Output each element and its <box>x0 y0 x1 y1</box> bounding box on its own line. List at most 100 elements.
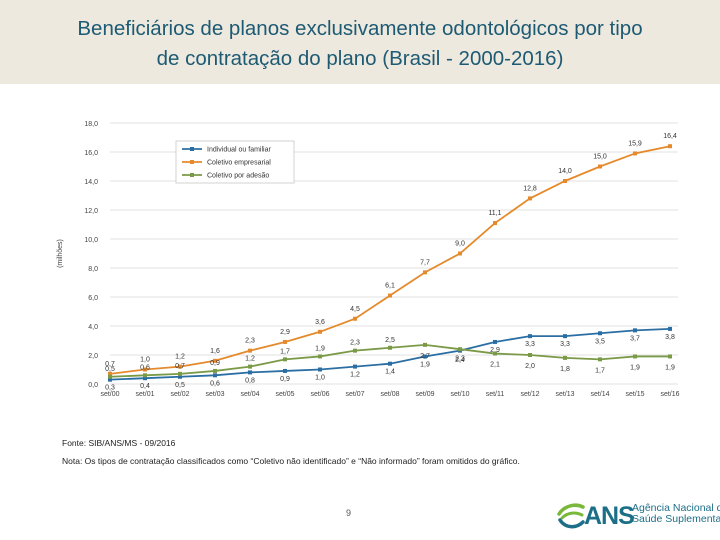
x-tick-label: set/08 <box>380 391 399 398</box>
page-number: 9 <box>346 508 352 518</box>
data-point <box>283 368 287 373</box>
ans-logo-icon <box>557 503 585 529</box>
data-point <box>493 339 497 344</box>
line-chart: 0,0 2,0 4,0 6,0 8,0 10,0 12,0 14,0 16,0 18,0 (milh… <box>57 121 680 398</box>
data-point <box>353 316 357 321</box>
y-tick-label: 16,0 <box>84 150 98 157</box>
data-label: 2,3 <box>350 340 360 347</box>
legend-marker <box>190 160 194 164</box>
data-label: 2,9 <box>280 329 290 336</box>
data-label: 11,1 <box>488 210 501 217</box>
data-point <box>283 357 287 362</box>
x-tick-label: set/12 <box>520 391 539 398</box>
page-title: Beneficiários de planos exclusivamente o… <box>20 14 700 74</box>
y-tick-label: 18,0 <box>84 121 98 128</box>
data-label: 1,6 <box>210 348 220 355</box>
data-label: 1,7 <box>280 348 290 355</box>
x-tick-label: set/16 <box>660 391 679 398</box>
data-label: 0,5 <box>105 366 115 373</box>
data-point <box>248 364 252 369</box>
x-tick-label: set/15 <box>625 391 644 398</box>
data-label: 0,9 <box>210 360 220 367</box>
y-tick-label: 10,0 <box>84 237 98 244</box>
y-tick-label: 2,0 <box>88 353 98 360</box>
data-label: 0,7 <box>105 361 115 368</box>
x-tick-label: set/05 <box>275 391 294 398</box>
data-label: 3,8 <box>665 334 675 341</box>
data-point <box>318 367 322 372</box>
data-label: 0,4 <box>140 383 150 390</box>
data-point <box>143 376 147 381</box>
data-label: 0,9 <box>280 376 290 383</box>
x-tick-label: set/02 <box>170 391 189 398</box>
data-label: 0,6 <box>210 380 220 387</box>
data-label: 1,0 <box>315 375 325 382</box>
data-label: 1,8 <box>560 366 570 373</box>
data-point <box>178 374 182 379</box>
data-point <box>213 358 217 363</box>
data-point <box>668 326 672 331</box>
data-label: 7,7 <box>420 259 430 266</box>
y-axis-title: (milhões) <box>57 239 64 268</box>
data-label: 14,0 <box>558 168 572 175</box>
legend-label: Coletivo por adesão <box>207 173 269 180</box>
x-tick-label: set/14 <box>590 391 609 398</box>
data-point <box>213 373 217 378</box>
x-tick-label: set/13 <box>555 391 574 398</box>
data-point <box>318 329 322 334</box>
data-label: 2,7 <box>420 353 430 360</box>
data-label: 3,3 <box>525 341 535 348</box>
data-point <box>493 351 497 356</box>
y-tick-label: 4,0 <box>88 324 98 331</box>
data-label: 0,8 <box>245 377 255 384</box>
data-point <box>178 364 182 369</box>
y-tick-label: 12,0 <box>84 208 98 215</box>
data-label: 1,2 <box>245 356 255 363</box>
data-point <box>318 354 322 359</box>
data-label: 0,7 <box>175 363 185 370</box>
data-point <box>423 354 427 359</box>
data-point <box>528 353 532 357</box>
data-point <box>108 377 112 382</box>
y-tick-label: 6,0 <box>88 295 98 302</box>
data-label: 1,9 <box>630 364 640 371</box>
data-point <box>563 355 567 360</box>
data-label: 1,4 <box>385 369 395 376</box>
legend-marker <box>190 147 194 151</box>
data-point <box>528 196 532 201</box>
y-tick-label: 14,0 <box>84 179 98 186</box>
y-tick-label: 0,0 <box>88 382 98 389</box>
data-label: 1,2 <box>175 354 185 361</box>
data-point <box>108 371 112 376</box>
legend-label: Individual ou familiar <box>207 147 271 154</box>
data-label: 1,9 <box>315 345 325 352</box>
logo-brand: ANS <box>584 502 635 530</box>
data-label: 2,0 <box>525 363 535 370</box>
data-point <box>108 374 112 379</box>
data-label: 3,7 <box>630 335 640 342</box>
data-label: 1,7 <box>595 367 605 374</box>
x-tick-label: set/09 <box>415 391 434 398</box>
header-band: Beneficiários de planos exclusivamente o… <box>0 0 720 84</box>
data-point <box>458 251 462 256</box>
data-label: 1,0 <box>140 357 150 364</box>
x-tick-label: set/00 <box>100 391 119 398</box>
data-label: 2,3 <box>455 356 465 363</box>
logo-line-2: Saúde Suplementar <box>632 513 720 525</box>
data-point <box>248 370 252 375</box>
legend-label: Coletivo empresarial <box>207 160 271 167</box>
x-tick-label: set/01 <box>135 391 154 398</box>
data-point <box>248 348 252 353</box>
data-label: 2,5 <box>385 337 395 344</box>
data-point <box>423 342 427 347</box>
data-point <box>388 293 392 298</box>
data-label: 9,0 <box>455 241 465 248</box>
x-tick-label: set/03 <box>205 391 224 398</box>
data-point <box>598 331 602 336</box>
data-label: 3,3 <box>560 341 570 348</box>
data-label: 1,9 <box>665 364 675 371</box>
data-point <box>353 348 357 353</box>
data-label: 15,9 <box>628 140 642 147</box>
data-label: 2,4 <box>455 357 465 364</box>
data-label: 2,1 <box>490 362 500 369</box>
